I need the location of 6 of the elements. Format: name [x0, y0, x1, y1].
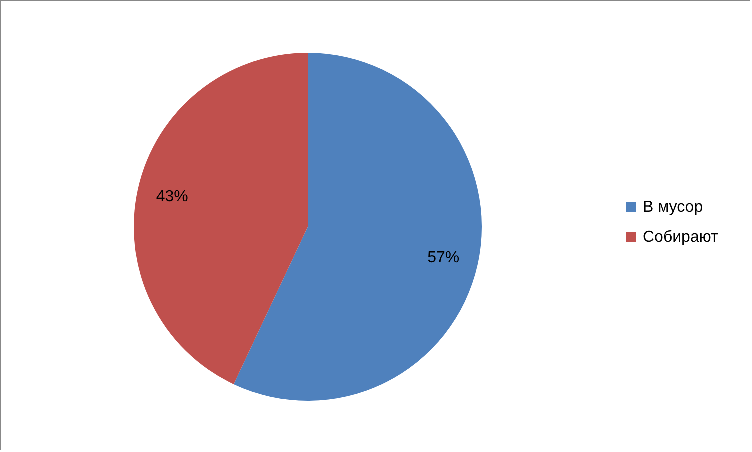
- data-label: 57%: [428, 249, 460, 266]
- legend-label: Собирают: [643, 229, 719, 246]
- data-label: 43%: [156, 188, 188, 206]
- pie-slice: [134, 53, 308, 384]
- pie-slice: [234, 53, 482, 401]
- legend-label: В мусор: [643, 199, 704, 216]
